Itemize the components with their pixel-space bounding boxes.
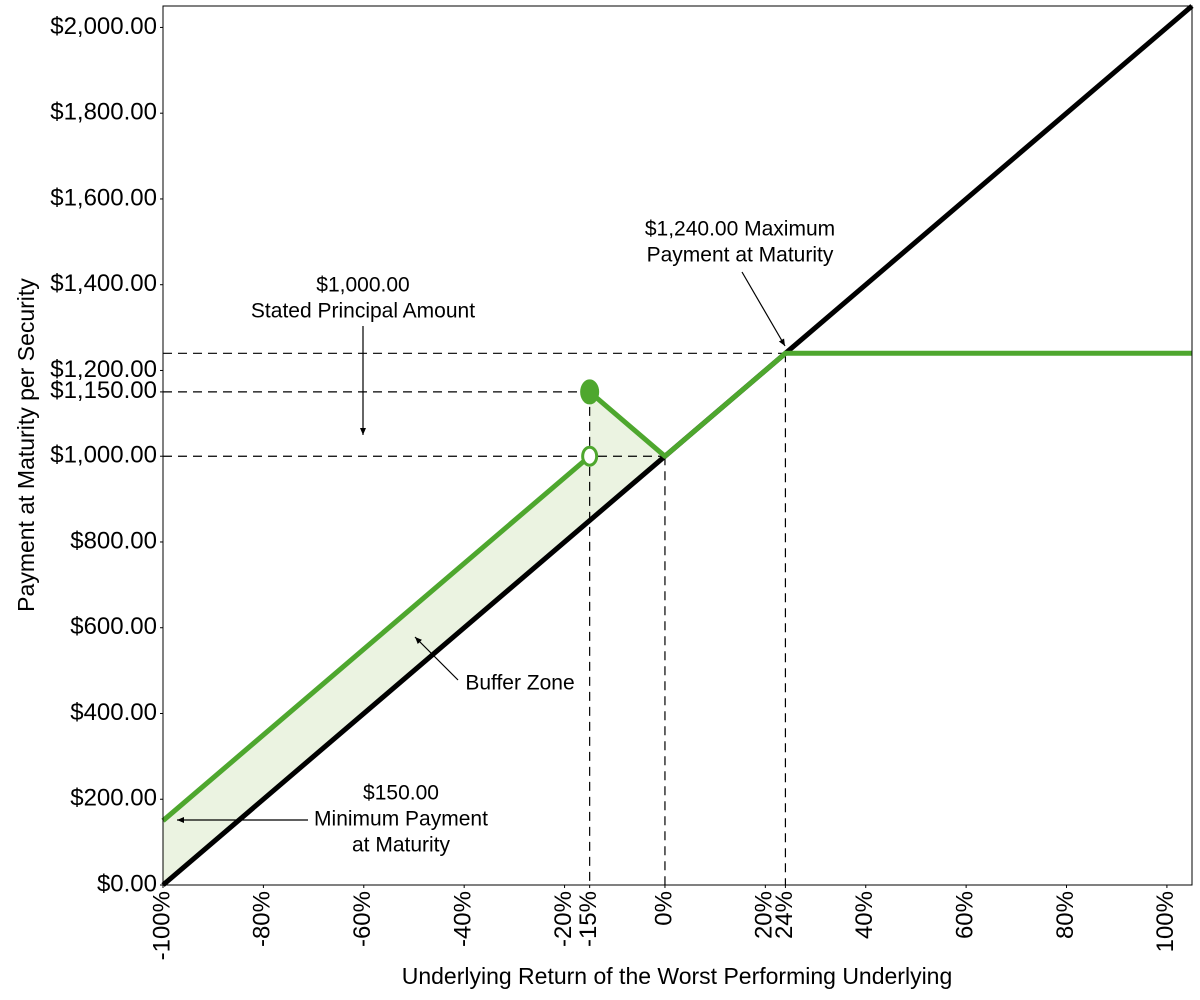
- annotation-text: Stated Principal Amount: [251, 300, 475, 323]
- area-layer: [163, 391, 665, 885]
- y-tick-label: $600.00: [70, 613, 157, 640]
- y-tick-label: $1,000.00: [50, 442, 157, 469]
- x-axis-title: Underlying Return of the Worst Performin…: [402, 963, 953, 989]
- y-tick-label: $400.00: [70, 699, 157, 726]
- x-tick-label: 100%: [1152, 891, 1179, 952]
- y-tick-label: $200.00: [70, 785, 157, 812]
- annotation-arrow: [414, 636, 459, 681]
- x-tick-label: -20%: [550, 891, 577, 947]
- annotation-text: Buffer Zone: [465, 672, 574, 695]
- y-tick-label: $1,150.00: [50, 377, 157, 404]
- y-tick-label: $1,400.00: [50, 270, 157, 297]
- annotation-text: at Maturity: [352, 834, 451, 857]
- x-tick-label: 80%: [1052, 891, 1079, 939]
- plot-frame: [162, 5, 1193, 886]
- x-tick-label: 20%: [751, 891, 778, 939]
- y-axis-title: Payment at Maturity per Security: [13, 278, 39, 612]
- annotation-text: $1,000.00: [316, 274, 409, 297]
- y-tick-label: $1,800.00: [50, 99, 157, 126]
- y-tick-label: $0.00: [97, 870, 157, 897]
- x-tick-label: -80%: [249, 891, 276, 947]
- y-tick-label: $2,000.00: [50, 13, 157, 40]
- y-tick-label: $1,200.00: [50, 356, 157, 383]
- x-tick-label: 24%: [771, 891, 798, 939]
- series-line: [161, 350, 1192, 823]
- x-tick-label: -60%: [349, 891, 376, 947]
- x-tick-label: 0%: [650, 891, 677, 926]
- reference-layer: [163, 352, 787, 885]
- annotation-text: Payment at Maturity: [647, 244, 834, 267]
- annotation-arrow: [741, 271, 786, 347]
- text-layer: $0.00 $200.00 $400.00 $600.00 $800.00 $1,000.…: [50, 13, 1179, 961]
- y-tick-label: $800.00: [70, 527, 157, 554]
- x-tick-label: 40%: [851, 891, 878, 939]
- annotation-text: $150.00: [363, 782, 439, 805]
- line-layer: [161, 4, 1194, 887]
- x-tick-label: 60%: [951, 891, 978, 939]
- annotation-text: $1,240.00 Maximum: [645, 218, 835, 241]
- x-tick-label: -40%: [450, 891, 477, 947]
- buffer-zone-area: [163, 391, 665, 885]
- x-tick-label: -15%: [575, 891, 602, 947]
- open-marker: [581, 445, 599, 467]
- y-tick-label: $1,600.00: [50, 184, 157, 211]
- x-tick-label: -100%: [148, 891, 175, 960]
- filled-marker: [580, 379, 600, 405]
- annotation-text: Minimum Payment: [314, 808, 488, 831]
